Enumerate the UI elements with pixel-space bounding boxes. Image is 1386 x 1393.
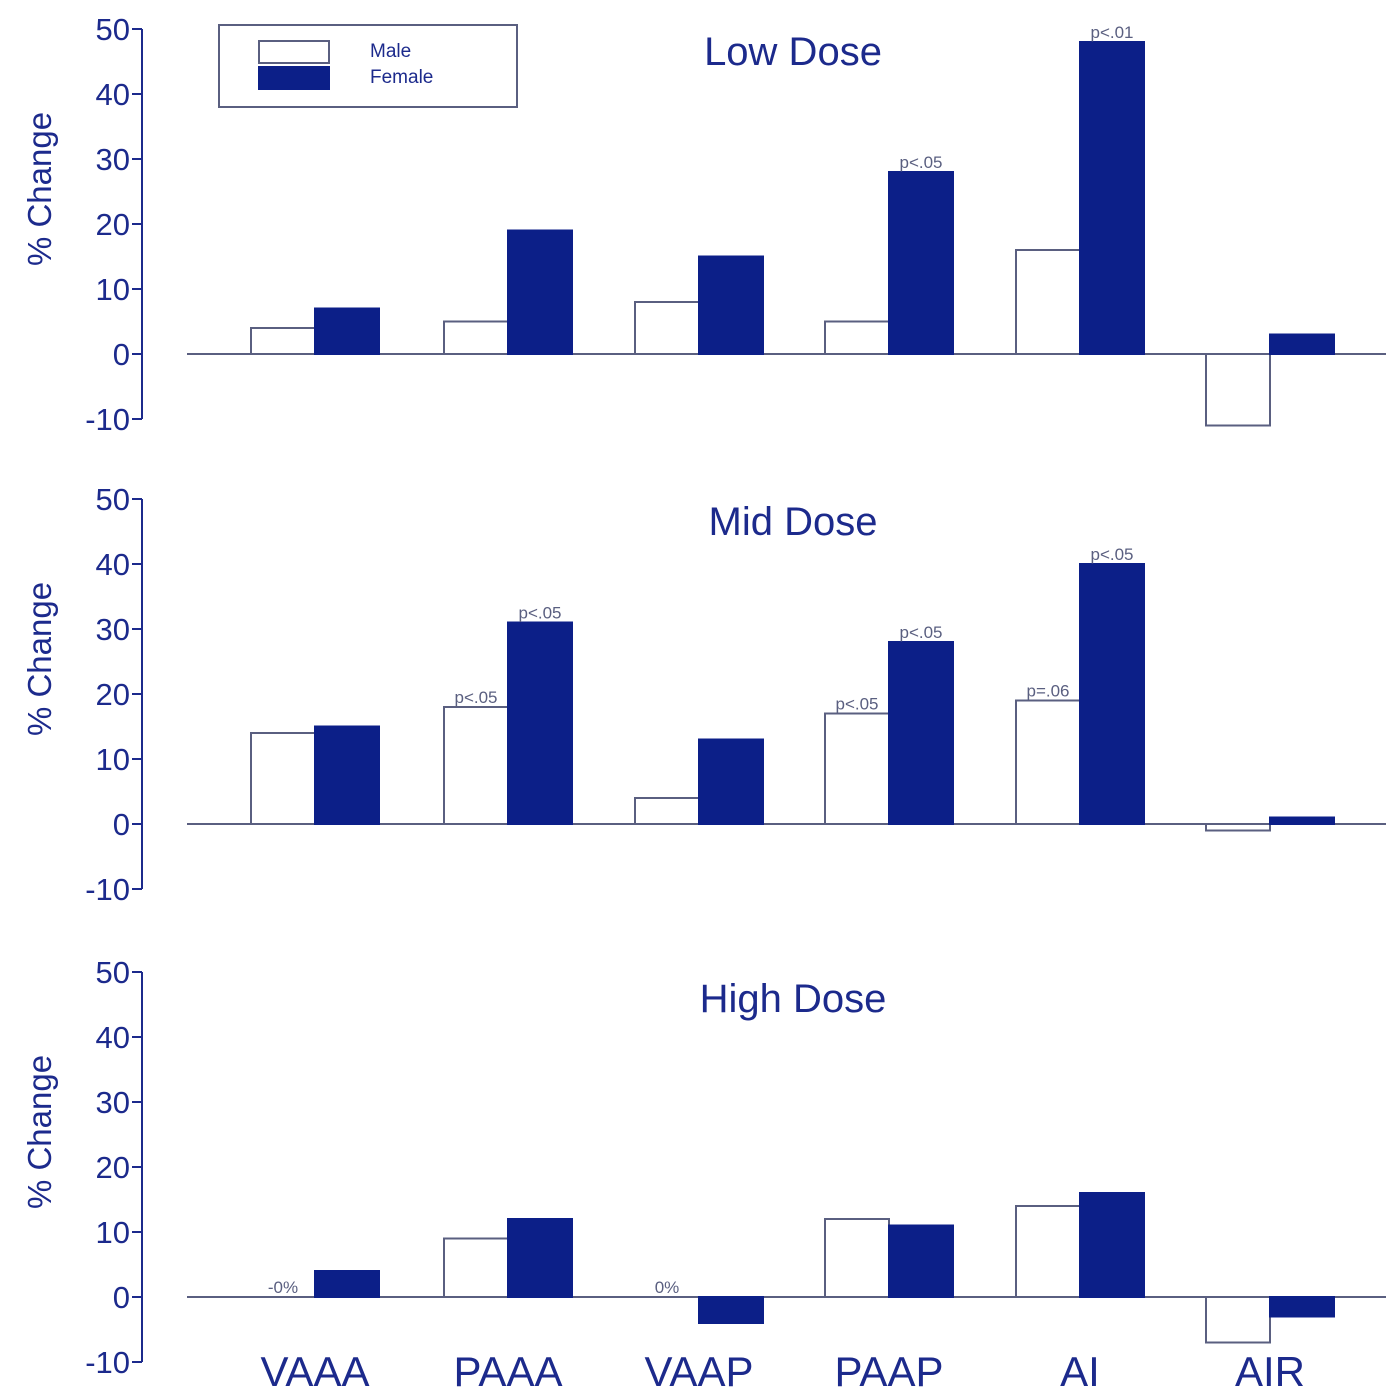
low-dose-bar-ai-male xyxy=(1015,249,1081,355)
mid-dose-annotation: p=.06 xyxy=(1026,682,1069,701)
mid-dose-annotation: p<.05 xyxy=(518,604,561,623)
mid-dose-y-tick-label: 40 xyxy=(96,547,130,582)
mid-dose-title: Mid Dose xyxy=(709,500,878,544)
mid-dose-bar-air-female xyxy=(1269,816,1335,825)
high-dose-bar-ai-female xyxy=(1079,1192,1145,1298)
x-category-label: VAAP xyxy=(645,1348,754,1393)
high-dose-title: High Dose xyxy=(700,977,887,1021)
mid-dose-annotation: p<.05 xyxy=(835,695,878,714)
mid-dose-y-tick-label: -10 xyxy=(85,872,130,907)
high-dose-bar-paaa-female xyxy=(507,1218,573,1298)
low-dose-bar-paaa-female xyxy=(507,229,573,355)
mid-dose-bar-ai-male xyxy=(1015,699,1081,825)
low-dose-y-tick-label: 20 xyxy=(96,207,130,242)
legend-label-female: Female xyxy=(370,67,434,88)
mid-dose-y-tick-label: 0 xyxy=(113,807,130,842)
high-dose-bar-paap-female xyxy=(888,1224,954,1298)
mid-dose-annotation: p<.05 xyxy=(899,623,942,642)
high-dose-y-tick-label: 30 xyxy=(96,1085,130,1120)
high-dose-y-tick-label: 0 xyxy=(113,1280,130,1315)
high-dose-y-tick-label: 50 xyxy=(96,955,130,990)
mid-dose-y-tick-label: 10 xyxy=(96,742,130,777)
mid-dose-y-axis-label: % Change xyxy=(21,582,58,736)
high-dose-bar-vaaa-female xyxy=(314,1270,380,1298)
mid-dose-bar-air-male xyxy=(1205,823,1271,832)
high-dose-y-tick-label: 10 xyxy=(96,1215,130,1250)
low-dose-y-tick-label: 10 xyxy=(96,272,130,307)
low-dose-bar-vaap-female xyxy=(698,255,764,355)
mid-dose-bar-paaa-female xyxy=(507,621,573,825)
low-dose-bar-air-female xyxy=(1269,333,1335,355)
legend-label-male: Male xyxy=(370,41,412,62)
low-dose-y-tick-label: 0 xyxy=(113,337,130,372)
high-dose-y-tick-label: -10 xyxy=(85,1345,130,1380)
high-dose-bar-vaap-female xyxy=(698,1296,764,1324)
low-dose-y-tick-label: 30 xyxy=(96,142,130,177)
mid-dose-bar-paaa-male xyxy=(443,706,509,825)
low-dose-bar-vaaa-male xyxy=(250,327,316,355)
x-category-label: AI xyxy=(1060,1348,1100,1393)
low-dose-annotation: p<.01 xyxy=(1090,23,1133,42)
low-dose-y-tick-label: -10 xyxy=(85,402,130,437)
x-category-label: AIR xyxy=(1235,1348,1305,1393)
high-dose-bar-paaa-male xyxy=(443,1237,509,1298)
low-dose-bar-vaaa-female xyxy=(314,307,380,355)
high-dose-bar-ai-male xyxy=(1015,1205,1081,1298)
mid-dose-y-tick-label: 50 xyxy=(96,482,130,517)
mid-dose-annotation: p<.05 xyxy=(454,688,497,707)
mid-dose-bar-vaaa-female xyxy=(314,725,380,825)
low-dose-annotation: p<.05 xyxy=(899,153,942,172)
high-dose-annotation: -0% xyxy=(268,1278,298,1297)
low-dose-y-tick-label: 40 xyxy=(96,77,130,112)
low-dose-bar-paap-female xyxy=(888,171,954,355)
low-dose-title: Low Dose xyxy=(704,30,882,74)
low-dose-y-axis-label: % Change xyxy=(21,112,58,266)
high-dose-bar-paap-male xyxy=(824,1218,890,1298)
low-dose-bar-vaap-male xyxy=(634,301,700,355)
x-category-label: PAAP xyxy=(835,1348,944,1393)
legend-swatch-male xyxy=(258,40,330,64)
mid-dose-bar-ai-female xyxy=(1079,563,1145,825)
legend-swatch-female xyxy=(258,66,330,90)
mid-dose-y-tick-label: 20 xyxy=(96,677,130,712)
high-dose-annotation: 0% xyxy=(655,1278,680,1297)
mid-dose-y-tick-label: 30 xyxy=(96,612,130,647)
high-dose-y-axis-label: % Change xyxy=(21,1055,58,1209)
x-category-label: VAAA xyxy=(261,1348,370,1393)
high-dose-y-tick-label: 20 xyxy=(96,1150,130,1185)
high-dose-bar-air-male xyxy=(1205,1296,1271,1344)
high-dose-y-tick-label: 40 xyxy=(96,1020,130,1055)
low-dose-bar-paaa-male xyxy=(443,320,509,355)
chart-legend: Male Female xyxy=(218,24,518,108)
mid-dose-bar-paap-female xyxy=(888,641,954,825)
mid-dose-annotation: p<.05 xyxy=(1090,545,1133,564)
low-dose-y-tick-label: 50 xyxy=(96,12,130,47)
mid-dose-bar-vaap-male xyxy=(634,797,700,825)
low-dose-bar-air-male xyxy=(1205,353,1271,427)
low-dose-bar-ai-female xyxy=(1079,41,1145,355)
x-category-label: PAAA xyxy=(454,1348,563,1393)
high-dose-bar-air-female xyxy=(1269,1296,1335,1318)
mid-dose-bar-vaap-female xyxy=(698,738,764,825)
mid-dose-bar-paap-male xyxy=(824,712,890,825)
low-dose-bar-paap-male xyxy=(824,320,890,355)
mid-dose-bar-vaaa-male xyxy=(250,732,316,825)
